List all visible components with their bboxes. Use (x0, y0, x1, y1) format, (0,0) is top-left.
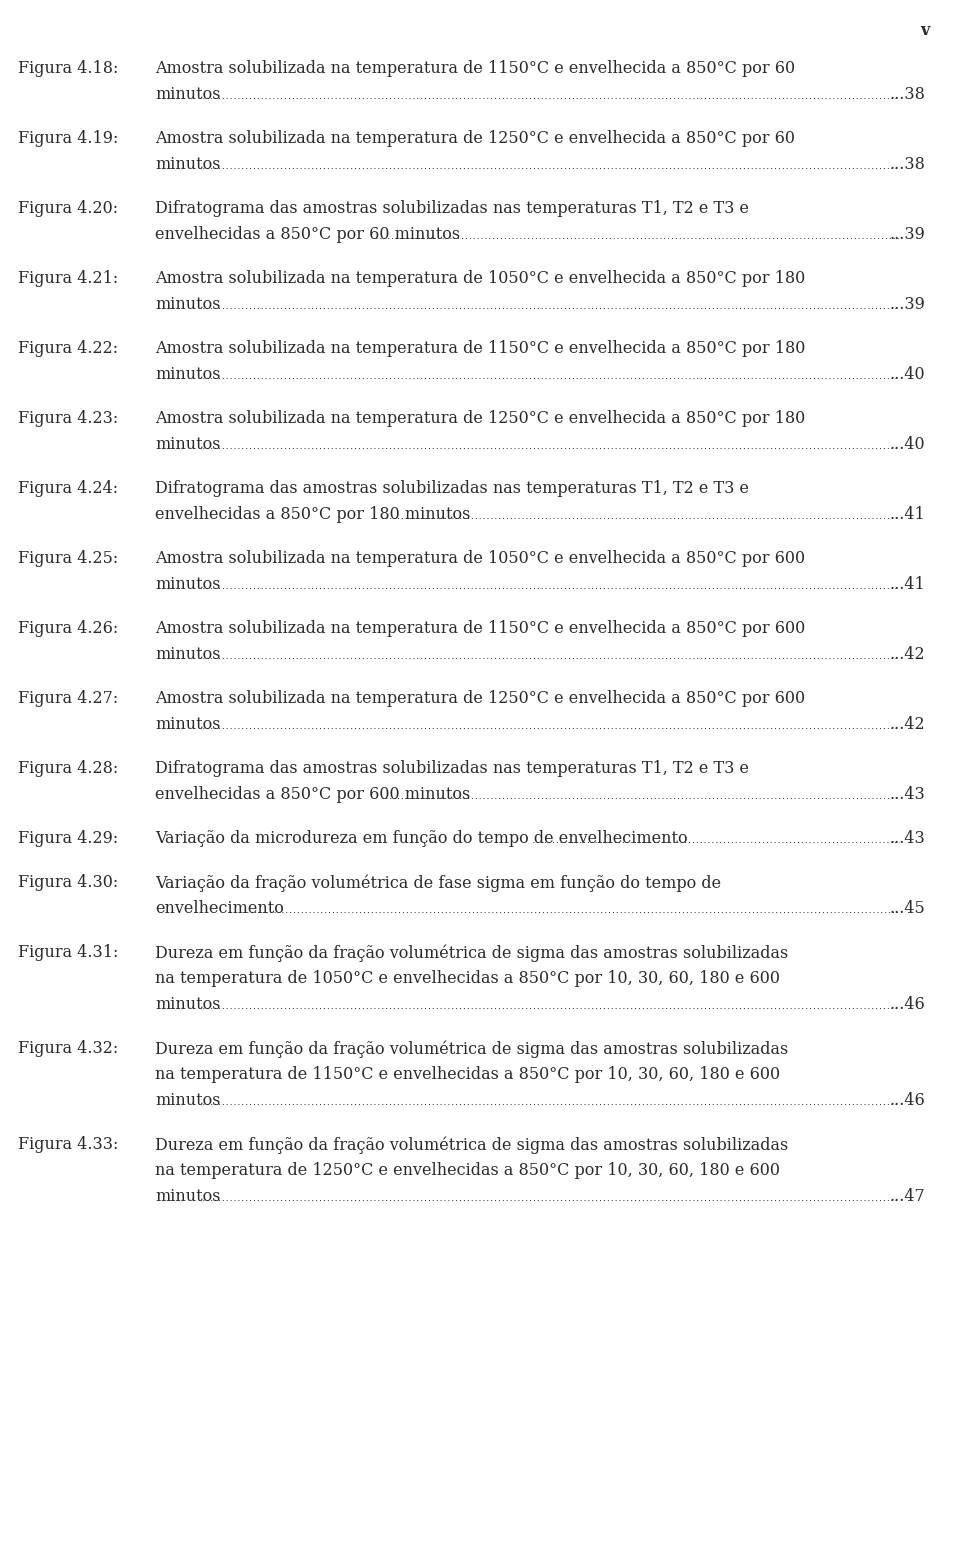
Text: Amostra solubilizada na temperatura de 1250°C e envelhecida a 850°C por 600: Amostra solubilizada na temperatura de 1… (155, 690, 805, 707)
Text: Amostra solubilizada na temperatura de 1150°C e envelhecida a 850°C por 600: Amostra solubilizada na temperatura de 1… (155, 620, 805, 637)
Text: Dureza em função da fração volumétrica de sigma das amostras solubilizadas: Dureza em função da fração volumétrica d… (155, 1136, 788, 1154)
Text: Figura 4.29:: Figura 4.29: (18, 830, 118, 847)
Text: ...43: ...43 (889, 785, 925, 802)
Text: Figura 4.21:: Figura 4.21: (18, 270, 118, 287)
Text: ...39: ...39 (889, 225, 925, 242)
Text: Dureza em função da fração volumétrica de sigma das amostras solubilizadas: Dureza em função da fração volumétrica d… (155, 1040, 788, 1057)
Text: ...40: ...40 (889, 437, 925, 454)
Text: ...43: ...43 (889, 830, 925, 847)
Text: v: v (921, 22, 929, 39)
Text: envelhecidas a 850°C por 60 minutos: envelhecidas a 850°C por 60 minutos (155, 225, 460, 242)
Text: ...47: ...47 (889, 1188, 925, 1205)
Text: Figura 4.28:: Figura 4.28: (18, 761, 118, 778)
Text: ...45: ...45 (889, 900, 925, 917)
Text: Amostra solubilizada na temperatura de 1050°C e envelhecida a 850°C por 600: Amostra solubilizada na temperatura de 1… (155, 549, 805, 566)
Text: Figura 4.27:: Figura 4.27: (18, 690, 118, 707)
Text: Variação da fração volumétrica de fase sigma em função do tempo de: Variação da fração volumétrica de fase s… (155, 873, 721, 892)
Text: Figura 4.22:: Figura 4.22: (18, 339, 118, 356)
Text: minutos: minutos (155, 86, 221, 103)
Text: minutos: minutos (155, 1188, 221, 1205)
Text: ...40: ...40 (889, 366, 925, 383)
Text: Variação da microdureza em função do tempo de envelhecimento: Variação da microdureza em função do tem… (155, 830, 687, 847)
Text: ...38: ...38 (889, 86, 925, 103)
Text: Difratograma das amostras solubilizadas nas temperaturas T1, T2 e T3 e: Difratograma das amostras solubilizadas … (155, 761, 749, 778)
Text: Amostra solubilizada na temperatura de 1250°C e envelhecida a 850°C por 180: Amostra solubilizada na temperatura de 1… (155, 410, 805, 427)
Text: Figura 4.18:: Figura 4.18: (18, 60, 118, 77)
Text: minutos: minutos (155, 296, 221, 313)
Text: Figura 4.26:: Figura 4.26: (18, 620, 118, 637)
Text: Figura 4.24:: Figura 4.24: (18, 480, 118, 497)
Text: na temperatura de 1250°C e envelhecidas a 850°C por 10, 30, 60, 180 e 600: na temperatura de 1250°C e envelhecidas … (155, 1162, 780, 1179)
Text: ...41: ...41 (889, 576, 925, 593)
Text: Dureza em função da fração volumétrica de sigma das amostras solubilizadas: Dureza em função da fração volumétrica d… (155, 944, 788, 961)
Text: Difratograma das amostras solubilizadas nas temperaturas T1, T2 e T3 e: Difratograma das amostras solubilizadas … (155, 201, 749, 218)
Text: Amostra solubilizada na temperatura de 1250°C e envelhecida a 850°C por 60: Amostra solubilizada na temperatura de 1… (155, 130, 795, 147)
Text: ...42: ...42 (889, 716, 925, 733)
Text: ...46: ...46 (889, 1092, 925, 1109)
Text: minutos: minutos (155, 366, 221, 383)
Text: minutos: minutos (155, 156, 221, 173)
Text: Figura 4.25:: Figura 4.25: (18, 549, 118, 566)
Text: ...41: ...41 (889, 506, 925, 523)
Text: minutos: minutos (155, 576, 221, 593)
Text: Difratograma das amostras solubilizadas nas temperaturas T1, T2 e T3 e: Difratograma das amostras solubilizadas … (155, 480, 749, 497)
Text: envelhecidas a 850°C por 600 minutos: envelhecidas a 850°C por 600 minutos (155, 785, 470, 802)
Text: envelhecidas a 850°C por 180 minutos: envelhecidas a 850°C por 180 minutos (155, 506, 470, 523)
Text: ...42: ...42 (889, 647, 925, 663)
Text: envelhecimento: envelhecimento (155, 900, 284, 917)
Text: minutos: minutos (155, 995, 221, 1014)
Text: Figura 4.20:: Figura 4.20: (18, 201, 118, 218)
Text: Figura 4.33:: Figura 4.33: (18, 1136, 118, 1153)
Text: minutos: minutos (155, 437, 221, 454)
Text: Amostra solubilizada na temperatura de 1150°C e envelhecida a 850°C por 180: Amostra solubilizada na temperatura de 1… (155, 339, 805, 356)
Text: ...38: ...38 (889, 156, 925, 173)
Text: minutos: minutos (155, 716, 221, 733)
Text: minutos: minutos (155, 647, 221, 663)
Text: Figura 4.23:: Figura 4.23: (18, 410, 118, 427)
Text: ...46: ...46 (889, 995, 925, 1014)
Text: na temperatura de 1150°C e envelhecidas a 850°C por 10, 30, 60, 180 e 600: na temperatura de 1150°C e envelhecidas … (155, 1066, 780, 1083)
Text: minutos: minutos (155, 1092, 221, 1109)
Text: Amostra solubilizada na temperatura de 1150°C e envelhecida a 850°C por 60: Amostra solubilizada na temperatura de 1… (155, 60, 795, 77)
Text: ...39: ...39 (889, 296, 925, 313)
Text: Figura 4.32:: Figura 4.32: (18, 1040, 118, 1057)
Text: Amostra solubilizada na temperatura de 1050°C e envelhecida a 850°C por 180: Amostra solubilizada na temperatura de 1… (155, 270, 805, 287)
Text: Figura 4.31:: Figura 4.31: (18, 944, 118, 961)
Text: Figura 4.30:: Figura 4.30: (18, 873, 118, 890)
Text: na temperatura de 1050°C e envelhecidas a 850°C por 10, 30, 60, 180 e 600: na temperatura de 1050°C e envelhecidas … (155, 971, 780, 988)
Text: Figura 4.19:: Figura 4.19: (18, 130, 118, 147)
